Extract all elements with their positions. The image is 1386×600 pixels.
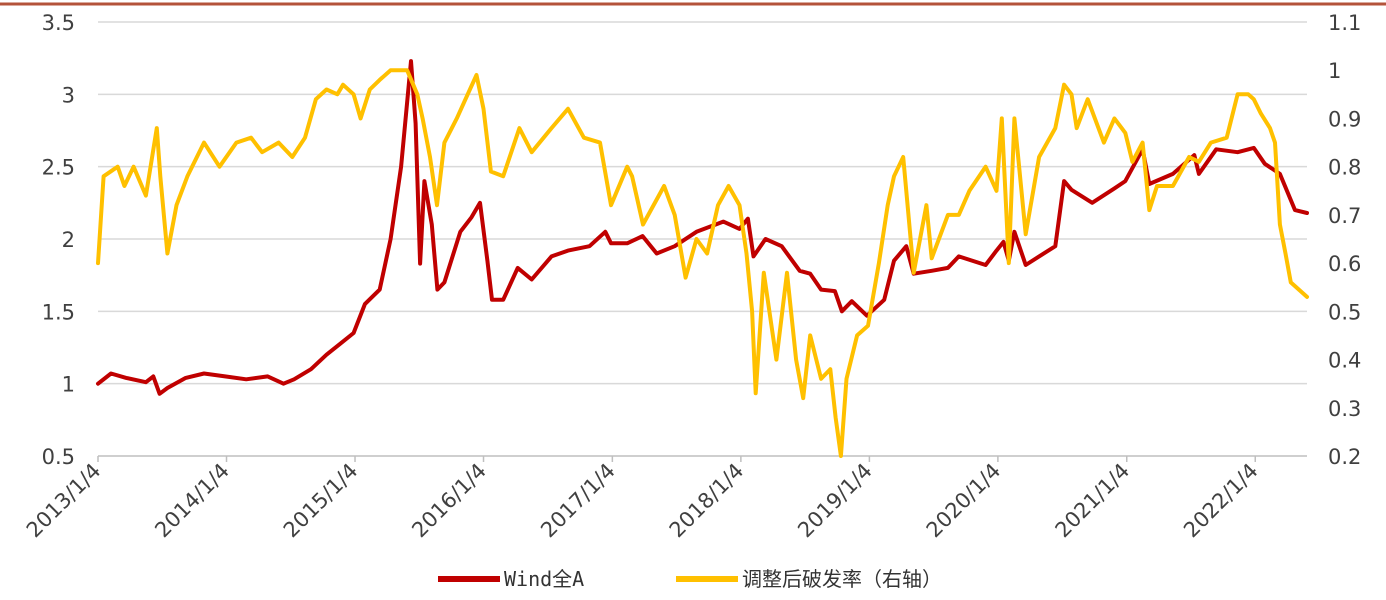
y-right-tick-label: 1 bbox=[1328, 59, 1341, 83]
axes: 0.5 1 1.5 2 2.5 3 3.5 0.2 0.3 0.4 0.5 0.6 0.7 0.8 0.9 1… bbox=[22, 11, 1362, 542]
y-left-tick-label: 3 bbox=[62, 83, 75, 107]
y-left-tick-label: 1 bbox=[62, 373, 75, 397]
legend-label: 调整后破发率（右轴） bbox=[742, 567, 942, 591]
x-tick-label: 2015/1/4 bbox=[279, 459, 363, 543]
y-left-tick-label: 2.5 bbox=[42, 156, 75, 180]
x-tick-label: 2018/1/4 bbox=[665, 459, 749, 543]
y-right-tick-label: 0.4 bbox=[1328, 349, 1361, 373]
legend: Wind全A 调整后破发率（右轴） bbox=[438, 567, 942, 591]
y-right-tick-label: 1.1 bbox=[1328, 11, 1361, 35]
y-left-tick-label: 2 bbox=[62, 228, 75, 252]
x-tick-label: 2017/1/4 bbox=[536, 459, 620, 543]
x-tick-label: 2014/1/4 bbox=[150, 459, 234, 543]
x-tick-label: 2021/1/4 bbox=[1051, 459, 1135, 543]
y-right-tick-label: 0.5 bbox=[1328, 300, 1361, 324]
y-right-tick-label: 0.9 bbox=[1328, 107, 1361, 131]
x-tick-label: 2019/1/4 bbox=[793, 459, 877, 543]
y-left-tick-label: 1.5 bbox=[42, 300, 75, 324]
gridlines bbox=[98, 21, 1307, 385]
series-line-1 bbox=[96, 68, 1309, 458]
y-right-tick-label: 0.6 bbox=[1328, 252, 1361, 276]
y-right-tick-label: 0.8 bbox=[1328, 156, 1361, 180]
x-tick-label: 2022/1/4 bbox=[1179, 459, 1263, 543]
series-lines bbox=[96, 59, 1309, 458]
y-left-tick-label: 0.5 bbox=[42, 445, 75, 469]
x-tick-label: 2016/1/4 bbox=[407, 459, 491, 543]
y-right-tick-label: 0.2 bbox=[1328, 445, 1361, 469]
y-left-tick-label: 3.5 bbox=[42, 11, 75, 35]
x-tick-label: 2013/1/4 bbox=[22, 459, 106, 543]
series-line-0 bbox=[96, 59, 1309, 396]
x-tick-label: 2020/1/4 bbox=[922, 459, 1006, 543]
y-right-tick-label: 0.3 bbox=[1328, 397, 1361, 421]
y-right-tick-label: 0.7 bbox=[1328, 204, 1361, 228]
legend-label: Wind全A bbox=[504, 567, 584, 591]
